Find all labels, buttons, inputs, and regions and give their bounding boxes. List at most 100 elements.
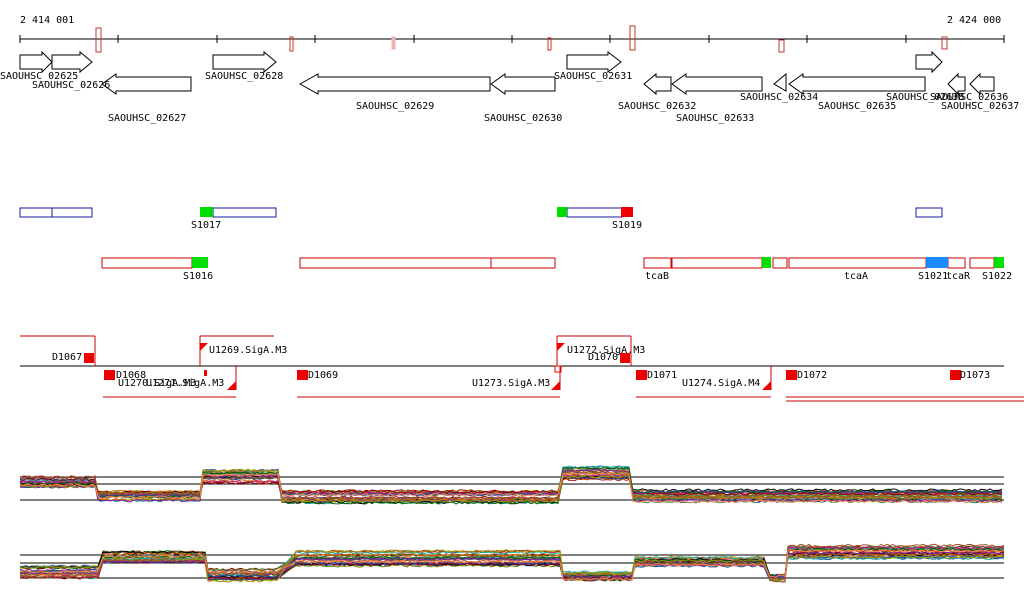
feature-box[interactable] [969, 257, 995, 269]
expression-profile-line [19, 543, 1005, 583]
expression-profile-line [19, 549, 1005, 581]
gene-label: SAOUHSC_02637 [941, 101, 1019, 112]
regulation-marker[interactable] [104, 370, 115, 380]
gene-label: SAOUHSC_02625 [0, 71, 78, 82]
regulation-marker[interactable] [950, 370, 961, 380]
gene-arrow[interactable] [101, 73, 192, 95]
feature-box[interactable] [915, 207, 943, 218]
feature-label: S1021 [918, 271, 948, 282]
ruler: 2 414 001 2 424 000 [19, 15, 1005, 53]
regulation-label: D1073 [960, 370, 990, 381]
gene-label: SAOUHSC_02629 [356, 101, 434, 112]
gene-label: SAOUHSC_02633 [676, 113, 754, 124]
feature-label: S1022 [982, 271, 1012, 282]
expression-profile-line [19, 545, 1005, 577]
feature-marker[interactable] [557, 207, 567, 217]
expression-profile-line [19, 469, 1003, 500]
feature-box[interactable] [490, 257, 556, 269]
gene-arrow[interactable] [915, 50, 943, 74]
feature-marker[interactable] [621, 207, 633, 217]
feature-marker[interactable] [926, 257, 948, 268]
feature-box[interactable] [101, 257, 193, 269]
feature-marker[interactable] [192, 257, 208, 268]
feature-label: tcaB [645, 271, 669, 282]
gene-arrow[interactable] [788, 73, 926, 95]
expression-profile-line [19, 552, 1005, 580]
feature-box[interactable] [19, 207, 53, 218]
regulation-label: U1274.SigA.M4 [682, 378, 760, 389]
gene-arrow[interactable] [643, 72, 672, 96]
feature-box[interactable] [671, 257, 763, 269]
feature-box[interactable] [643, 257, 672, 269]
red-feature-track: S1016 tcaB tcaA S1021 tcaR S1022 [101, 257, 1012, 282]
gene-arrow[interactable] [51, 50, 93, 74]
regulation-label: D1070 [588, 352, 618, 363]
expression-profile-line [19, 472, 1003, 504]
regulation-marker[interactable] [84, 353, 94, 363]
expression-profile-line [19, 547, 1005, 582]
feature-label: tcaR [946, 271, 971, 282]
gene-label: SAOUHSC_02638 [886, 92, 964, 103]
gene-labels: SAOUHSC_02625 SAOUHSC_02626 SAOUHSC_0262… [0, 71, 1019, 124]
promoter-triangle[interactable] [557, 343, 565, 351]
regulation-label: D1069 [308, 370, 338, 381]
gene-label: SAOUHSC_02632 [618, 101, 696, 112]
promoter-triangle[interactable] [227, 381, 236, 390]
ruler-end-label: 2 424 000 [947, 15, 1001, 26]
gene-arrow[interactable] [298, 73, 491, 95]
regulation-marker[interactable] [297, 370, 308, 380]
regulation-marker[interactable] [786, 370, 797, 380]
regulation-label: D1072 [797, 370, 827, 381]
gene-arrow[interactable] [19, 50, 53, 74]
gene-arrow[interactable] [773, 72, 787, 92]
feature-label: S1017 [191, 220, 221, 231]
feature-label: tcaA [844, 271, 868, 282]
blue-feature-track: S1017 S1019 [19, 207, 943, 231]
feature-box[interactable] [947, 257, 966, 269]
feature-label: S1016 [183, 271, 213, 282]
feature-marker[interactable] [200, 207, 213, 217]
regulation-track: D1067 D1068 U1270.SigA.M3 U1271.SigA.M3 … [20, 335, 1024, 402]
regulation-label: U1271.SigA.M3 [146, 378, 224, 389]
gene-arrow[interactable] [969, 72, 995, 96]
gene-track [19, 50, 995, 96]
expression-track-1 [19, 465, 1004, 505]
regulation-marker[interactable] [636, 370, 647, 380]
feature-box[interactable] [788, 257, 927, 269]
gene-arrow[interactable] [671, 73, 763, 95]
regulation-label: U1270.SigA.M3 [118, 378, 196, 389]
regulation-label: D1071 [647, 370, 677, 381]
gene-arrow[interactable] [212, 50, 277, 74]
gene-arrow[interactable] [490, 73, 556, 95]
gene-label: SAOUHSC_02634 [740, 92, 818, 103]
expression-profile-line [19, 549, 1005, 583]
gene-label: SAOUHSC_02626 [32, 80, 110, 91]
feature-box[interactable] [566, 207, 623, 218]
expression-track-2 [19, 543, 1005, 583]
gene-label: SAOUHSC_02627 [108, 113, 186, 124]
expression-profile-line [19, 468, 1003, 504]
promoter-triangle[interactable] [200, 343, 208, 351]
regulation-label: U1272.SigA.M3 [567, 345, 645, 356]
feature-marker[interactable] [762, 257, 771, 268]
feature-marker[interactable] [994, 257, 1004, 268]
gene-label: SAOUHSC_02628 [205, 71, 283, 82]
gene-arrow[interactable] [947, 72, 966, 96]
regulation-label: D1068 [116, 370, 146, 381]
regulation-label: U1273.SigA.M3 [472, 378, 550, 389]
feature-box[interactable] [772, 257, 788, 269]
feature-box[interactable] [212, 207, 277, 218]
regulation-label: U1269.SigA.M3 [209, 345, 287, 356]
feature-box[interactable] [299, 257, 492, 269]
feature-label: S1019 [612, 220, 642, 231]
gene-arrow[interactable] [566, 50, 622, 74]
regulation-marker[interactable] [620, 353, 630, 363]
gene-label: SAOUHSC_02636 [930, 92, 1008, 103]
feature-box[interactable] [51, 207, 93, 218]
gene-label: SAOUHSC_02630 [484, 113, 562, 124]
promoter-triangle[interactable] [762, 381, 771, 390]
promoter-triangle[interactable] [551, 381, 560, 390]
ruler-start-label: 2 414 001 [20, 15, 74, 26]
gene-label: SAOUHSC_02631 [554, 71, 632, 82]
